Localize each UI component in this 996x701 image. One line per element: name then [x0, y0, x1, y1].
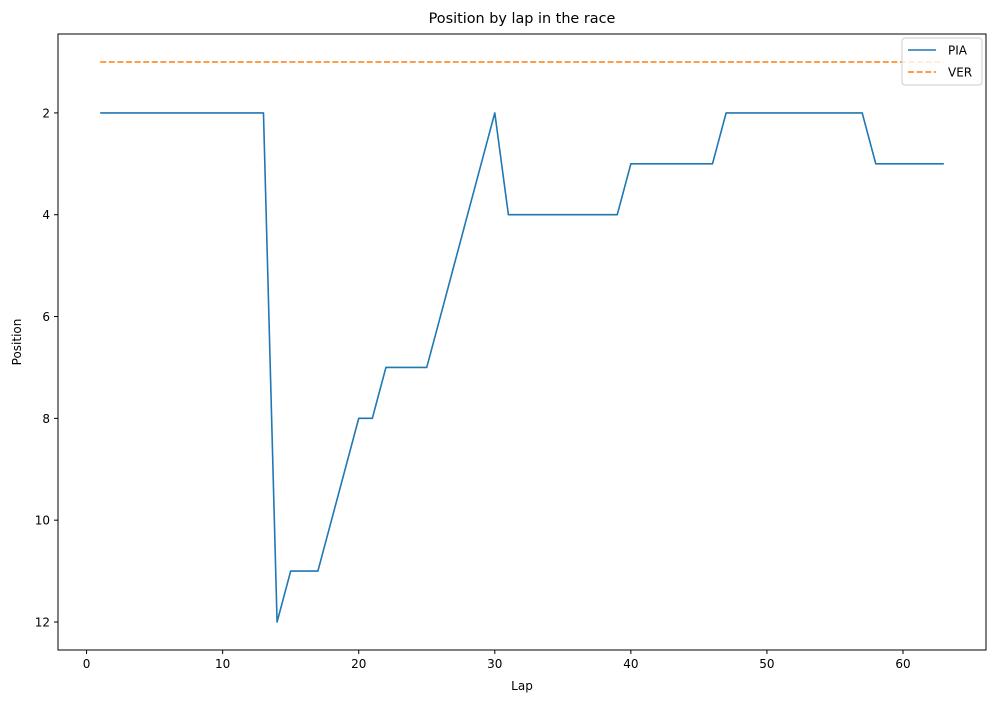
x-axis-title: Lap: [511, 679, 533, 693]
legend: PIA VER: [901, 37, 983, 86]
legend-label-pia: PIA: [948, 44, 968, 58]
y-tick-label: 2: [42, 106, 50, 120]
y-tick-label: 6: [42, 310, 50, 324]
legend-label-ver: VER: [948, 66, 972, 80]
y-axis-ticks: 2 4 6 8 10 12: [35, 106, 58, 630]
y-axis-title: Position: [10, 319, 24, 366]
y-tick-label: 10: [35, 514, 50, 528]
chart-title: Position by lap in the race: [429, 11, 616, 27]
x-tick-label: 10: [215, 657, 230, 671]
x-axis-ticks: 0 10 20 30 40 50 60: [83, 650, 911, 671]
plot-frame: [57, 33, 987, 651]
legend-entries: PIA VER: [908, 44, 972, 80]
y-tick-label: 4: [42, 208, 50, 222]
x-tick-label: 0: [83, 657, 91, 671]
plot-area: 0 10 20 30 40 50 60 2 4 6 8 10 12: [35, 33, 987, 671]
x-tick-label: 40: [623, 657, 638, 671]
y-tick-label: 12: [35, 616, 50, 630]
y-tick-label: 8: [42, 412, 50, 426]
x-tick-label: 50: [759, 657, 774, 671]
x-tick-label: 30: [487, 657, 502, 671]
series-layer: [100, 61, 944, 623]
series-line-pia: [100, 112, 944, 623]
x-tick-label: 20: [351, 657, 366, 671]
x-tick-label: 60: [895, 657, 910, 671]
